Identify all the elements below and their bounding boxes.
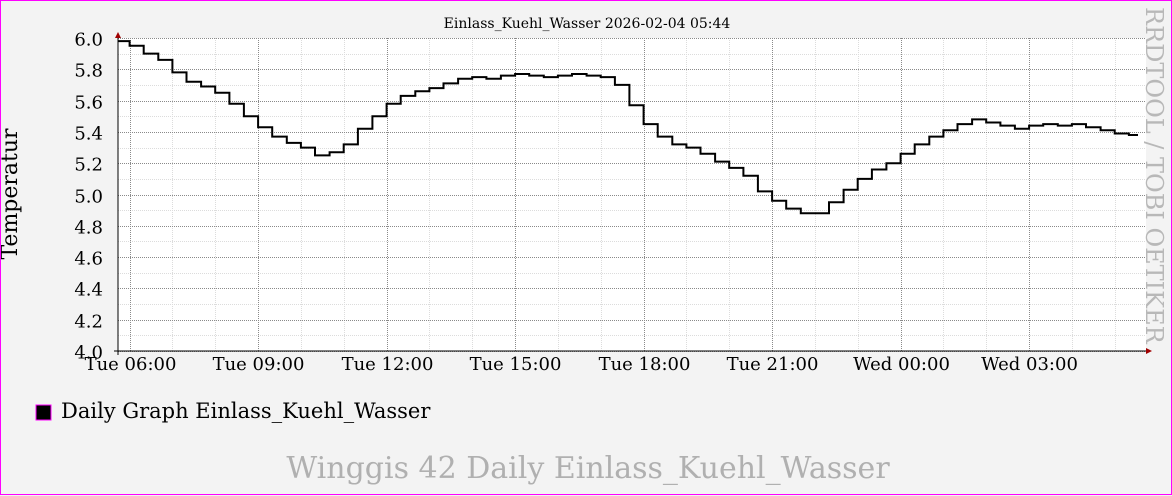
x-axis-arrow	[1146, 348, 1152, 354]
x-tick-label: Tue 12:00	[342, 354, 434, 375]
chart-title: Einlass_Kuehl_Wasser 2026-02-04 05:44	[444, 16, 731, 32]
x-tick-labels: Tue 06:00 Tue 09:00 Tue 12:00 Tue 15:00 Tue …	[85, 354, 1078, 375]
y-axis-arrow	[115, 32, 121, 38]
legend-swatch	[35, 404, 52, 421]
y-tick-label: 4.2	[74, 312, 103, 333]
x-tick-label: Tue 15:00	[470, 354, 562, 375]
y-tick-label: 5.0	[74, 187, 103, 208]
legend-label: Daily Graph Einlass_Kuehl_Wasser	[61, 399, 431, 423]
x-tick-label: Wed 03:00	[981, 354, 1078, 375]
y-axis-label: Temperatur	[1, 128, 23, 260]
x-tick-label: Tue 09:00	[213, 354, 305, 375]
axes	[114, 32, 1152, 355]
x-tick-label: Tue 06:00	[85, 354, 177, 375]
footer-text: Winggis 42 Daily Einlass_Kuehl_Wasser	[286, 451, 890, 486]
plot-area	[118, 38, 1146, 351]
y-tick-label: 4.8	[74, 218, 103, 239]
series-line	[118, 40, 1138, 215]
x-tick-label: Tue 21:00	[727, 354, 819, 375]
series-layer	[118, 40, 1138, 215]
y-tick-label: 5.6	[74, 93, 103, 114]
y-tick-label: 4.4	[74, 280, 103, 301]
y-tick-label: 5.2	[74, 155, 103, 176]
y-tick-label: 4.6	[74, 249, 103, 270]
x-tick-label: Wed 00:00	[853, 354, 950, 375]
x-tick-label: Tue 18:00	[599, 354, 691, 375]
y-tick-label: 5.4	[74, 124, 103, 145]
y-tick-label: 6.0	[74, 30, 103, 51]
watermark: RRDTOOL / TOBI OETIKER	[1140, 7, 1168, 345]
y-tick-label: 5.8	[74, 61, 103, 82]
y-tick-label: 4.0	[74, 343, 103, 364]
y-tick-labels: 4.0 4.2 4.4 4.6 4.8 5.0 5.2 5.4 5.6 5.8 6.0	[74, 30, 103, 364]
